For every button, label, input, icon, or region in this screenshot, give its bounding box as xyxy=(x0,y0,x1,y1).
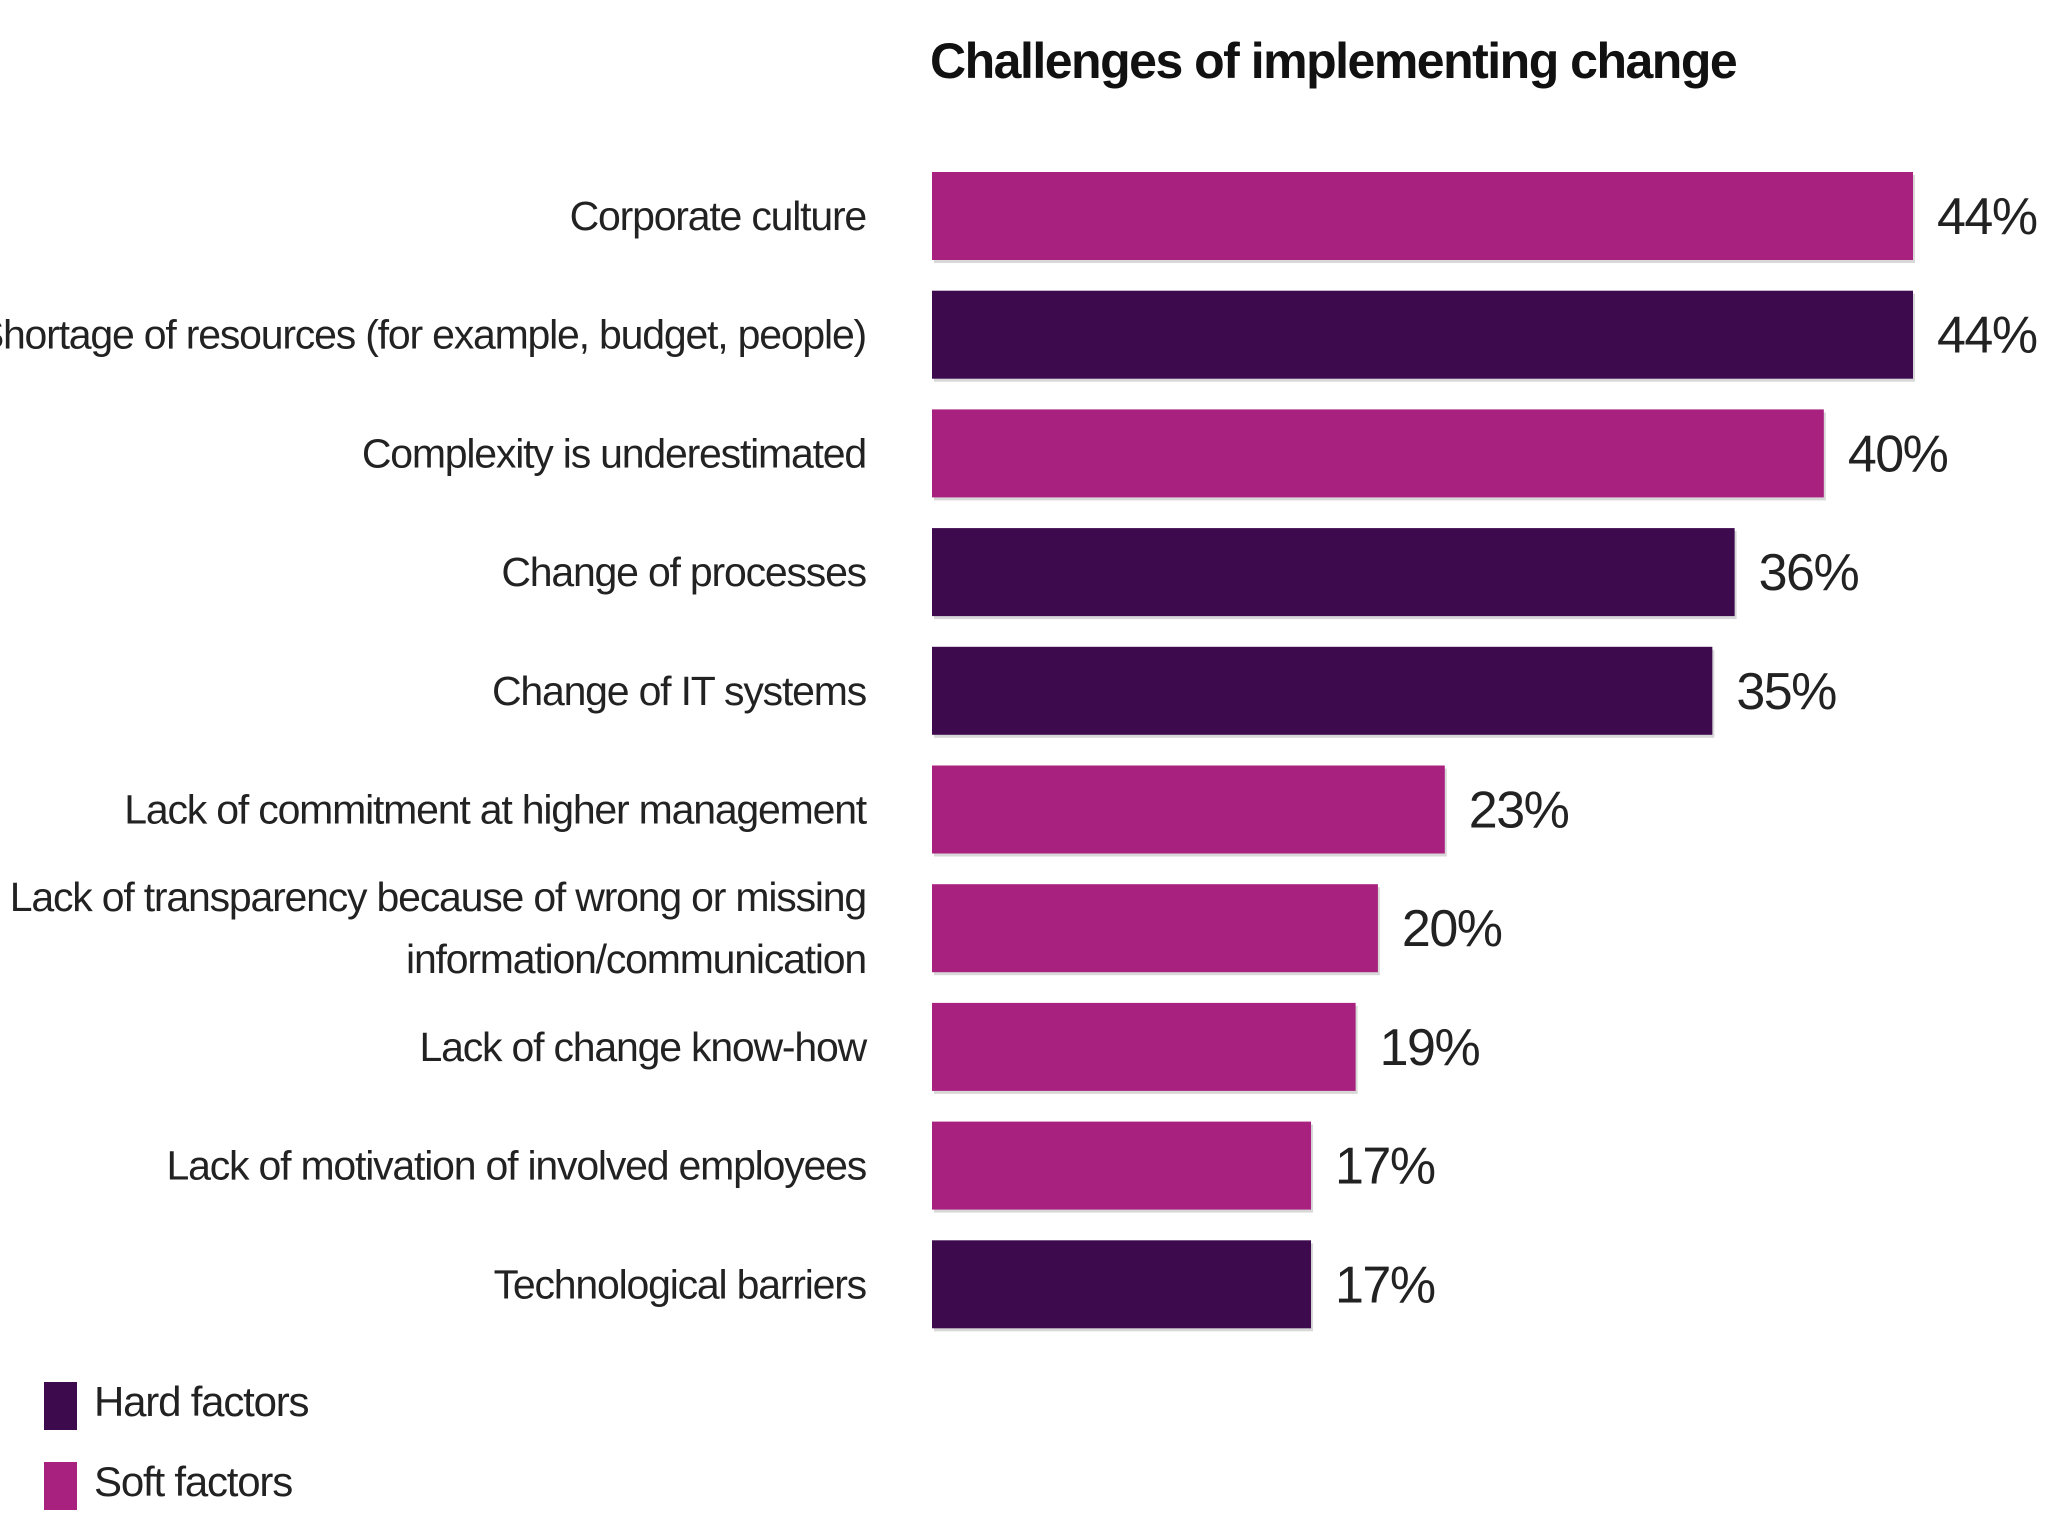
bar-9 xyxy=(932,1121,1312,1210)
value-label: 40% xyxy=(1848,425,1948,483)
legend-label-soft: Soft factors xyxy=(94,1458,292,1505)
value-label: 35% xyxy=(1736,663,1836,721)
bars-group: Corporate culture 44% Shortage of resource… xyxy=(0,172,2038,1332)
value-label: 20% xyxy=(1402,900,1502,958)
value-label: 19% xyxy=(1380,1019,1480,1077)
category-label: Lack of motivation of involved employees xyxy=(166,1143,866,1189)
bar-1 xyxy=(932,172,1913,260)
bar-4 xyxy=(932,528,1735,617)
bar-5 xyxy=(932,646,1713,735)
category-label: Lack of change know-how xyxy=(420,1024,868,1070)
bar-10 xyxy=(932,1240,1312,1329)
category-label: Lack of commitment at higher management xyxy=(124,787,867,833)
bar-6 xyxy=(932,765,1445,854)
category-label: Technological barriers xyxy=(494,1261,867,1307)
value-label: 17% xyxy=(1335,1138,1435,1196)
value-label: 44% xyxy=(1937,307,2037,365)
category-label: Change of IT systems xyxy=(492,668,867,714)
bar-2 xyxy=(932,290,1913,379)
legend: Hard factors Soft factors xyxy=(44,1378,310,1510)
bar-3 xyxy=(932,409,1824,498)
legend-swatch-hard xyxy=(44,1382,77,1430)
category-label: Change of processes xyxy=(501,549,866,595)
bar-8 xyxy=(932,1002,1356,1091)
value-label: 36% xyxy=(1759,544,1859,602)
value-label: 23% xyxy=(1469,782,1569,840)
category-label: Lack of transparency because of wrong or… xyxy=(10,874,866,982)
value-label: 17% xyxy=(1335,1256,1435,1314)
value-label: 44% xyxy=(1937,188,2037,246)
category-label: Complexity is underestimated xyxy=(362,430,866,476)
legend-label-hard: Hard factors xyxy=(94,1378,309,1425)
category-label: Corporate culture xyxy=(570,193,866,239)
legend-swatch-soft xyxy=(44,1462,77,1510)
bar-7 xyxy=(932,884,1378,973)
chart-title: Challenges of implementing change xyxy=(930,33,1737,89)
category-label: Shortage of resources (for example, budg… xyxy=(0,312,866,358)
